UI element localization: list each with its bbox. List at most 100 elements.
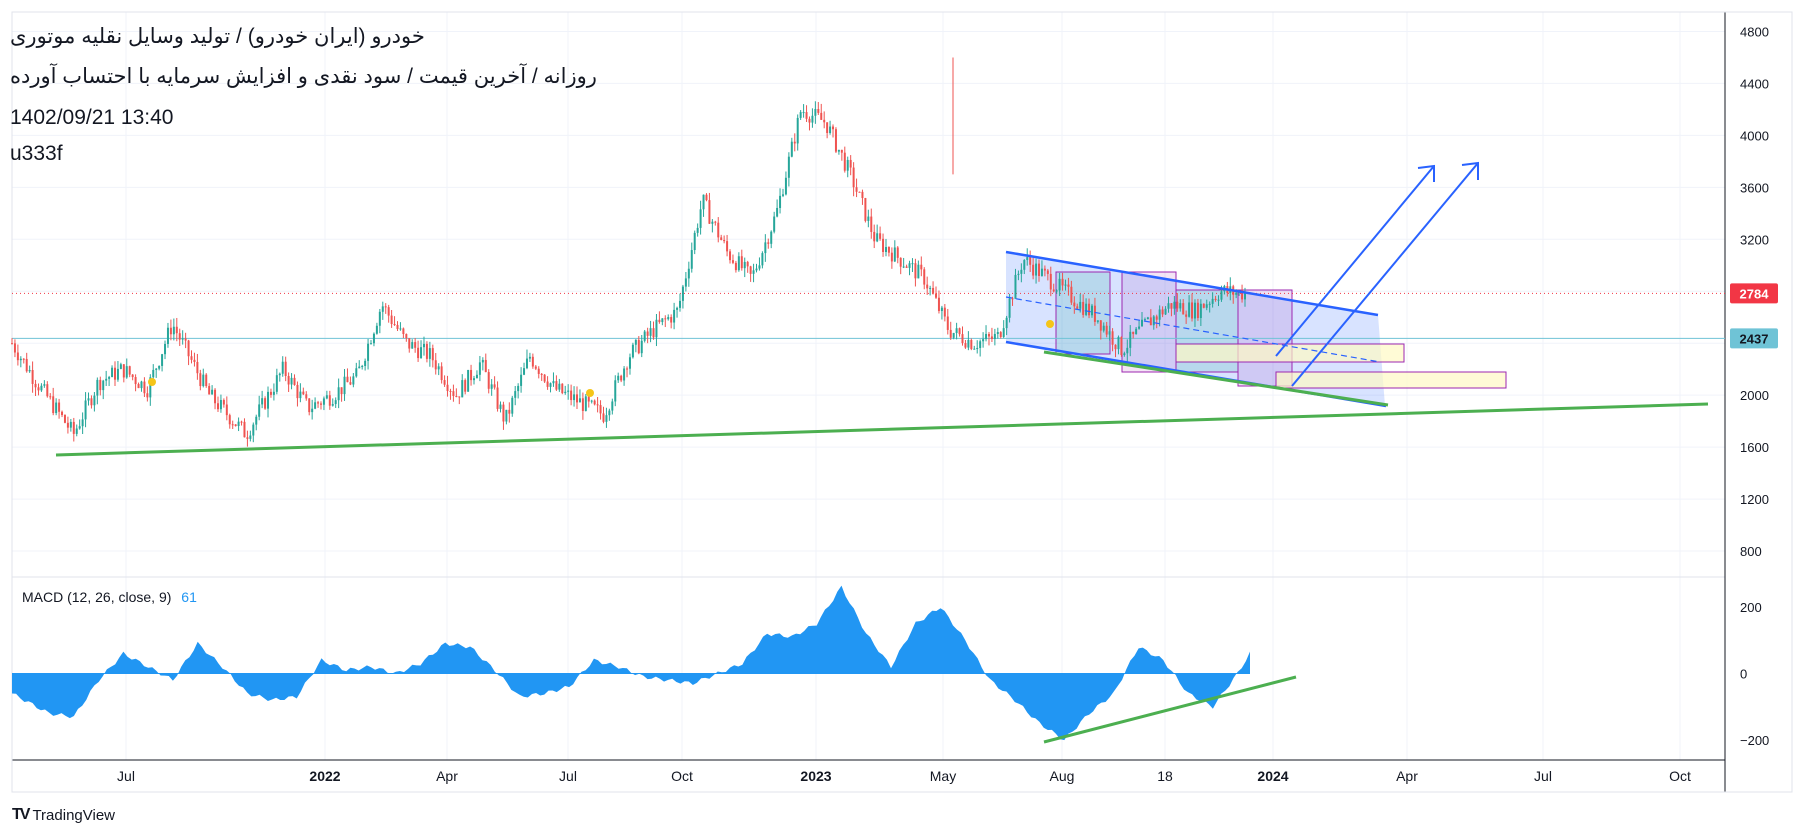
candle-body (764, 242, 767, 254)
channel-mid-line[interactable] (1005, 296, 1381, 363)
candle-body (505, 409, 508, 422)
candle-body (658, 319, 661, 323)
candle-body (911, 263, 914, 265)
candle-body (914, 263, 917, 279)
candle-body (920, 264, 923, 270)
candle-body (752, 270, 755, 274)
macd-legend[interactable]: MACD (12, 26, close, 9) 61 (22, 589, 197, 605)
up-arrow-icon[interactable] (1275, 164, 1435, 357)
candle-body (434, 360, 437, 370)
candle-body (761, 253, 764, 266)
candle-body (481, 359, 484, 363)
candle-body (852, 167, 855, 188)
candle-body (296, 384, 299, 399)
candle-body (596, 404, 599, 406)
candle-body (955, 328, 958, 333)
candle-body (1170, 303, 1173, 309)
candle-body (1090, 305, 1093, 316)
candle-body (461, 380, 464, 398)
candle-body (116, 368, 119, 380)
price-tick-label: 800 (1740, 544, 1762, 559)
candle-body (540, 373, 543, 375)
macd-tick-label: 0 (1740, 666, 1747, 681)
candle-body (190, 356, 193, 360)
candle-body (684, 278, 687, 287)
candle-body (1052, 289, 1055, 292)
candle-body (973, 348, 976, 350)
candle-body (1029, 257, 1032, 265)
dividend-marker[interactable] (586, 389, 594, 397)
candle-body (467, 369, 470, 392)
candle-body (543, 374, 546, 382)
symbol-title[interactable]: خودرو (ایران خودرو) / تولید وسایل نقلیه … (10, 25, 425, 48)
dividend-marker[interactable] (1046, 320, 1054, 328)
candle-body (1058, 278, 1061, 291)
candle-body (987, 333, 990, 337)
brand[interactable]: TV TradingView (12, 806, 115, 824)
candle-body (940, 307, 943, 312)
candle-body (573, 394, 576, 401)
macd-axis[interactable]: 200 0 −200 (1740, 600, 1769, 748)
candle-body (202, 374, 205, 387)
price-axis[interactable]: 4800440040003600320028002400200016001200… (1740, 24, 1769, 559)
time-axis[interactable]: Jul 2022 Apr Jul Oct 2023 May Aug 18 2024 Apr Jul Oc… (117, 768, 1691, 784)
candle-body (1217, 299, 1220, 301)
candle-body (687, 268, 690, 279)
candle-body (843, 152, 846, 171)
zone-1[interactable] (1175, 343, 1405, 363)
channel-upper-line[interactable] (1005, 250, 1379, 317)
candle-body (340, 387, 343, 395)
candle-body (649, 328, 652, 336)
up-arrow-icon[interactable] (1291, 161, 1479, 387)
dividend-marker[interactable] (148, 378, 156, 386)
candle-body (499, 404, 502, 409)
candle-body (514, 391, 517, 398)
candle-body (723, 239, 726, 242)
candle-body (234, 424, 237, 427)
candle-body (1123, 353, 1126, 356)
candle-body (1211, 298, 1214, 304)
candle-body (961, 334, 964, 344)
candle-body (837, 149, 840, 152)
candle-body (964, 343, 967, 348)
candle-body (1011, 298, 1014, 300)
candle-body (617, 375, 620, 381)
zone-2[interactable] (1275, 371, 1507, 389)
candle-body (1079, 301, 1082, 309)
candle-body (146, 393, 149, 398)
candle-body (375, 325, 378, 334)
candle-body (646, 331, 649, 336)
channel-support-line[interactable] (1043, 350, 1389, 407)
candle-body (846, 159, 849, 171)
candle-body (493, 384, 496, 388)
candle-body (1023, 260, 1026, 270)
macd-divergence-line[interactable] (1043, 675, 1297, 744)
candle-body (1182, 303, 1185, 315)
long-term-support-line[interactable] (55, 402, 1709, 457)
candle-body (567, 390, 570, 392)
candle-body (790, 141, 793, 157)
candle-body (755, 268, 758, 271)
candle-body (599, 405, 602, 414)
candle-body (131, 374, 134, 378)
candle-body (1188, 302, 1191, 317)
candle-body (696, 227, 699, 233)
candle-body (487, 372, 490, 389)
candle-body (879, 233, 882, 239)
candle-body (249, 435, 252, 439)
candle-body (193, 359, 196, 362)
candle-body (105, 378, 108, 381)
candle-body (929, 287, 932, 289)
candle-body (261, 398, 264, 405)
candle-body (1105, 325, 1108, 335)
candle-body (681, 286, 684, 301)
candle-body (437, 366, 440, 370)
macd-tick-label: 200 (1740, 600, 1762, 615)
candle-body (378, 311, 381, 326)
candle-body (705, 194, 708, 201)
candle-body (1143, 319, 1146, 321)
chart-frame (11, 11, 1793, 793)
candle-body (93, 395, 96, 406)
last-price-label: 2784 (1740, 286, 1770, 301)
